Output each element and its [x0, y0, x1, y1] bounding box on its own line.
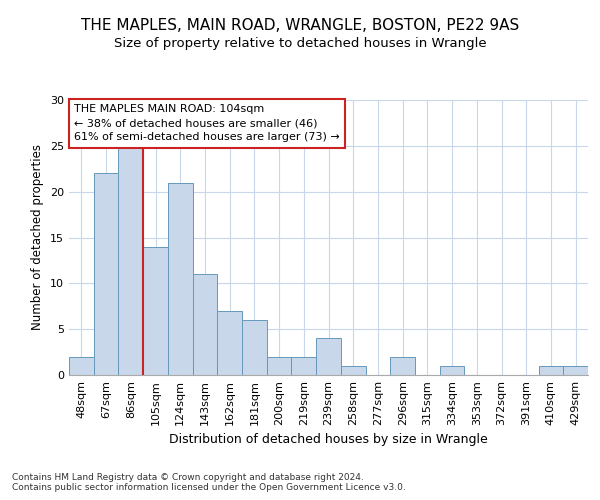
Bar — [69, 356, 94, 375]
Bar — [118, 146, 143, 375]
Bar — [440, 366, 464, 375]
Text: THE MAPLES, MAIN ROAD, WRANGLE, BOSTON, PE22 9AS: THE MAPLES, MAIN ROAD, WRANGLE, BOSTON, … — [81, 18, 519, 32]
Y-axis label: Number of detached properties: Number of detached properties — [31, 144, 44, 330]
Bar — [143, 246, 168, 375]
Bar — [390, 356, 415, 375]
Bar — [94, 174, 118, 375]
Text: THE MAPLES MAIN ROAD: 104sqm
← 38% of detached houses are smaller (46)
61% of se: THE MAPLES MAIN ROAD: 104sqm ← 38% of de… — [74, 104, 340, 142]
Text: Contains HM Land Registry data © Crown copyright and database right 2024.
Contai: Contains HM Land Registry data © Crown c… — [12, 473, 406, 492]
Bar — [217, 311, 242, 375]
Bar — [168, 182, 193, 375]
X-axis label: Distribution of detached houses by size in Wrangle: Distribution of detached houses by size … — [169, 434, 488, 446]
Bar — [316, 338, 341, 375]
Bar — [341, 366, 365, 375]
Bar — [539, 366, 563, 375]
Bar — [242, 320, 267, 375]
Bar — [292, 356, 316, 375]
Bar — [267, 356, 292, 375]
Bar — [193, 274, 217, 375]
Text: Size of property relative to detached houses in Wrangle: Size of property relative to detached ho… — [113, 38, 487, 51]
Bar — [563, 366, 588, 375]
